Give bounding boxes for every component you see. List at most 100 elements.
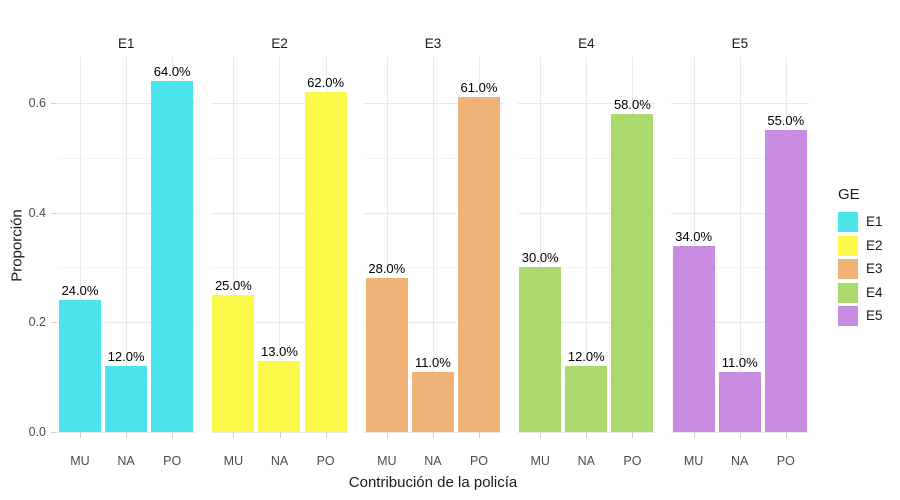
bar-value-label: 28.0% bbox=[368, 261, 406, 277]
legend-label: E2 bbox=[866, 237, 883, 253]
x-tick-label: PO bbox=[623, 454, 642, 468]
bar bbox=[611, 113, 654, 432]
x-tick-label: NA bbox=[270, 454, 289, 468]
bar-value-label: 11.0% bbox=[721, 354, 758, 370]
x-tick-label: PO bbox=[316, 454, 335, 468]
x-axis-tick bbox=[432, 432, 434, 438]
x-tick-label: PO bbox=[776, 454, 795, 468]
grid-line-vertical bbox=[739, 57, 741, 432]
x-tick-label: MU bbox=[223, 454, 244, 468]
facet-strip-label: E5 bbox=[731, 36, 749, 51]
x-axis-title: Contribución de la policía bbox=[348, 474, 518, 491]
grid-line-vertical bbox=[279, 57, 281, 432]
x-axis-tick bbox=[540, 432, 542, 438]
x-axis-tick bbox=[632, 432, 634, 438]
x-tick-label: NA bbox=[424, 454, 442, 468]
y-tick-label: 0.0 bbox=[28, 425, 46, 439]
legend-label: E5 bbox=[866, 308, 883, 323]
x-tick-label: MU bbox=[683, 454, 704, 468]
grid-line-vertical bbox=[432, 57, 434, 432]
facet-panel: 34.0% 11.0% 55.0% bbox=[671, 57, 809, 433]
x-tick-label: NA bbox=[577, 454, 595, 468]
facet-strip-label: E2 bbox=[271, 36, 288, 51]
bar-value-label: 30.0% bbox=[521, 250, 559, 266]
x-axis-tick bbox=[233, 432, 235, 438]
bar bbox=[212, 294, 255, 432]
grid-line-vertical bbox=[386, 57, 388, 432]
x-tick-label: NA bbox=[117, 454, 135, 468]
legend-key bbox=[838, 259, 858, 279]
grid-line-vertical bbox=[693, 57, 695, 432]
bar-value-label: 61.0% bbox=[460, 80, 498, 96]
x-axis-tick bbox=[785, 432, 787, 438]
y-axis-title: Proporción bbox=[8, 209, 26, 282]
bar-value-label: 62.0% bbox=[307, 74, 345, 90]
legend-label: E3 bbox=[866, 261, 883, 276]
facet-strip-label: E4 bbox=[578, 36, 595, 51]
x-axis-tick bbox=[279, 432, 281, 438]
legend-label: E4 bbox=[866, 284, 883, 300]
x-axis-tick bbox=[386, 432, 388, 438]
legend-label: E1 bbox=[866, 214, 883, 229]
legend-key bbox=[838, 306, 858, 326]
bar-value-label: 13.0% bbox=[261, 343, 298, 359]
bar bbox=[105, 366, 148, 432]
bar-value-label: 25.0% bbox=[214, 277, 252, 293]
bar bbox=[565, 366, 608, 432]
x-tick-label: PO bbox=[163, 454, 182, 468]
x-tick-label: MU bbox=[377, 454, 397, 468]
grid-line-vertical bbox=[80, 57, 81, 432]
facet-panel: 28.0% 11.0% 61.0% bbox=[364, 57, 502, 433]
grid-line-vertical bbox=[126, 57, 128, 432]
bar bbox=[718, 371, 761, 432]
y-axis-tick bbox=[51, 322, 57, 324]
grid-line-vertical bbox=[540, 57, 542, 432]
bar-value-label: 11.0% bbox=[414, 354, 451, 370]
x-axis-tick bbox=[693, 432, 695, 438]
y-axis-tick bbox=[51, 102, 57, 104]
bar bbox=[764, 130, 807, 432]
x-axis-tick bbox=[80, 432, 81, 438]
x-axis-tick bbox=[126, 432, 128, 438]
grid-line-vertical bbox=[586, 57, 588, 432]
bar bbox=[457, 97, 500, 432]
bar-value-label: 55.0% bbox=[767, 113, 805, 129]
bar bbox=[151, 80, 194, 432]
x-tick-label: PO bbox=[469, 454, 489, 468]
facet-panel: 30.0% 12.0% 58.0% bbox=[517, 57, 656, 433]
bar bbox=[411, 371, 454, 432]
legend-key bbox=[838, 282, 858, 303]
y-axis-tick bbox=[51, 212, 57, 214]
facet-panel: 24.0% 12.0% 64.0% bbox=[57, 57, 195, 433]
bar-value-label: 58.0% bbox=[613, 96, 651, 112]
bar bbox=[365, 278, 408, 432]
bar bbox=[258, 360, 301, 432]
x-tick-label: NA bbox=[731, 454, 749, 468]
bar bbox=[59, 300, 101, 432]
bar-value-label: 12.0% bbox=[567, 349, 605, 365]
bar bbox=[304, 91, 347, 432]
facet-panel: 25.0% 13.0% 62.0% bbox=[210, 57, 349, 433]
bar-value-label: 12.0% bbox=[107, 349, 145, 365]
x-axis-tick bbox=[739, 432, 741, 438]
bar-value-label: 34.0% bbox=[675, 228, 713, 244]
legend-key bbox=[838, 235, 858, 256]
grid-line-vertical bbox=[233, 57, 235, 432]
x-axis-tick bbox=[586, 432, 588, 438]
y-tick-label: 0.6 bbox=[28, 95, 46, 110]
legend-key bbox=[838, 212, 858, 232]
x-axis-tick bbox=[325, 432, 327, 438]
x-tick-label: MU bbox=[70, 454, 90, 468]
y-axis-tick bbox=[51, 432, 57, 433]
facet-strip-label: E1 bbox=[117, 36, 135, 51]
bar bbox=[519, 267, 562, 432]
bar-value-label: 64.0% bbox=[153, 63, 191, 79]
legend-title: GE bbox=[838, 186, 860, 203]
x-tick-label: MU bbox=[530, 454, 550, 468]
facet-strip-label: E3 bbox=[424, 36, 442, 51]
bar bbox=[672, 245, 715, 432]
y-tick-label: 0.2 bbox=[28, 315, 46, 330]
x-axis-tick bbox=[172, 432, 174, 438]
